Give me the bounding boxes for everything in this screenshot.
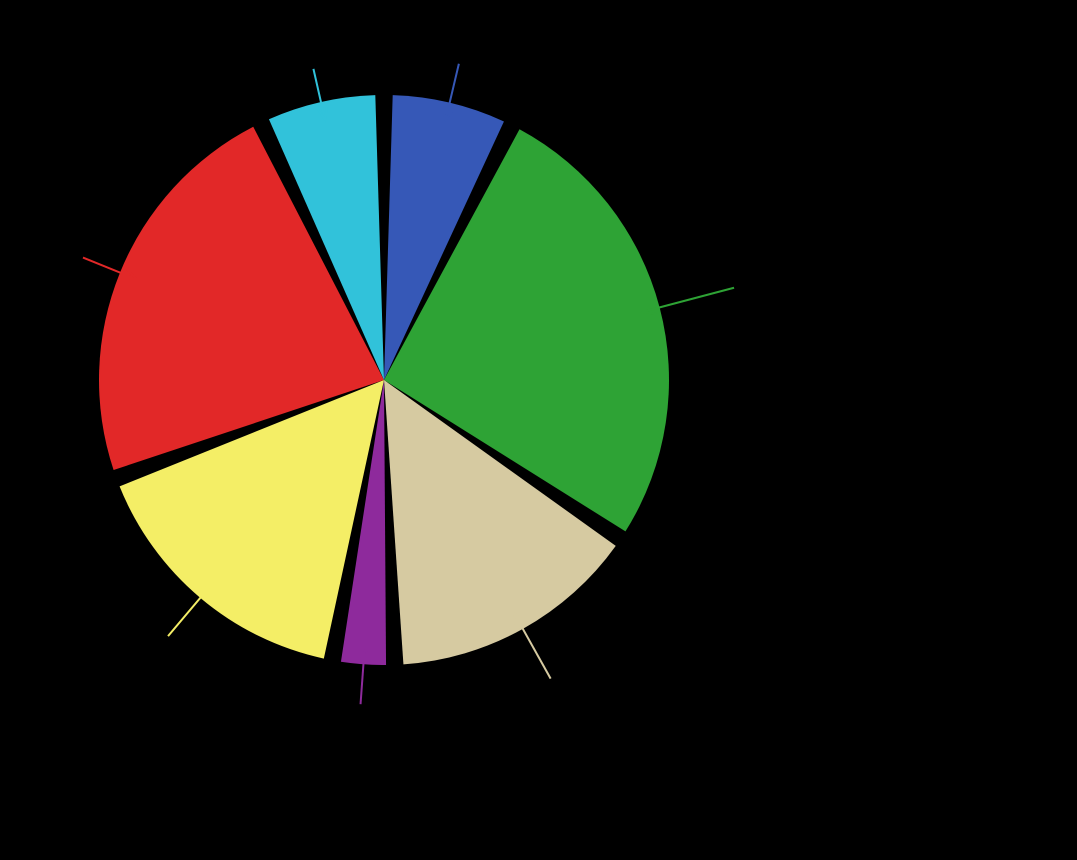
slice-label-2: Sweden [611,694,684,719]
slice-label-0: Russia [519,4,581,29]
slice-label-3: New Zealand [351,739,474,764]
slice-label-4: Indonesia [13,646,103,671]
slice-label-1: India [809,243,857,268]
leader-arrow-4 [168,584,212,636]
slice-label-6: Moldova, Republic of [92,0,296,22]
pie-chart: Russia India Sweden New Zealand Indonesia Jap… [0,0,1077,860]
slice-label-5: Japan [0,200,35,225]
